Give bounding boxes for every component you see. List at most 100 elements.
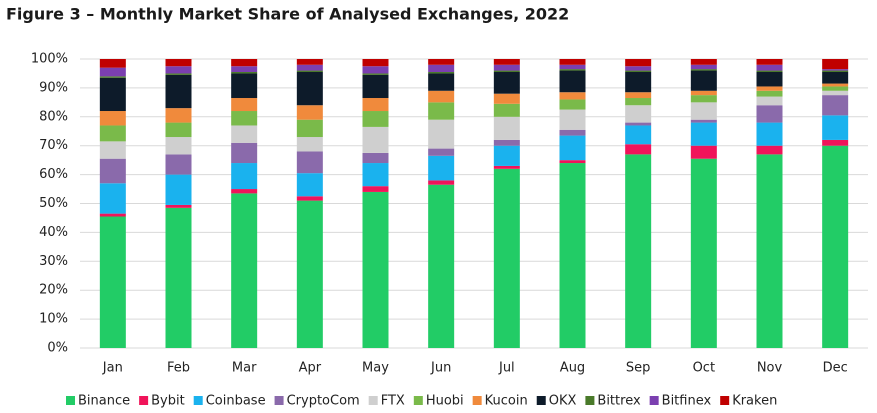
bar-segment: [493, 116, 520, 140]
bar-segment: [99, 183, 126, 214]
bar-segment: [231, 98, 258, 112]
bar-segment: [231, 66, 258, 73]
legend-swatch: [368, 396, 378, 405]
bar-segment: [231, 193, 258, 348]
legend-label: FTX: [381, 394, 405, 409]
bar-segment: [559, 129, 586, 136]
bar-segment: [493, 139, 520, 146]
bar-segment: [822, 86, 849, 91]
x-tick-label: Nov: [757, 361, 783, 376]
bar-segment: [296, 200, 323, 348]
bar-segment: [231, 163, 258, 190]
legend-swatch: [536, 396, 546, 405]
bar-segment: [99, 111, 126, 126]
bar-segment: [756, 64, 783, 71]
bar-segment: [690, 70, 717, 91]
x-tick-label: Aug: [560, 361, 585, 376]
bar-segment: [756, 145, 783, 155]
bar-segment: [231, 111, 258, 126]
bar-segment: [362, 74, 389, 99]
x-tick-label: Jan: [102, 361, 123, 376]
bar-segment: [690, 122, 717, 146]
legend-label: Huobi: [426, 394, 464, 409]
bar-segment: [165, 207, 192, 348]
x-tick-label: Apr: [299, 361, 322, 376]
bar-segment: [756, 90, 783, 97]
bar-segment: [559, 160, 586, 164]
y-tick-label: 100%: [31, 52, 68, 67]
bar-segment: [428, 73, 455, 91]
bar-segment: [231, 189, 258, 194]
bar-segment: [625, 59, 652, 67]
bar-segment: [165, 108, 192, 123]
bar-segment: [756, 105, 783, 123]
bar-segment: [493, 59, 520, 65]
bar-segment: [493, 93, 520, 104]
bar-segment: [559, 135, 586, 161]
bar-segment: [756, 70, 783, 73]
bar-segment: [428, 119, 455, 149]
bar-segment: [362, 191, 389, 348]
bar-segment: [99, 67, 126, 77]
bar-segment: [296, 119, 323, 138]
bar-segment: [625, 154, 652, 348]
bar-segment: [493, 103, 520, 117]
bar-segment: [99, 59, 126, 68]
bar-segment: [822, 145, 849, 348]
x-tick-label: May: [362, 361, 389, 376]
bar-segment: [690, 64, 717, 70]
bar-segment: [99, 76, 126, 78]
bar-segment: [231, 125, 258, 143]
bar-segment: [822, 69, 849, 71]
bar-segment: [559, 59, 586, 65]
y-tick-label: 40%: [39, 225, 68, 240]
bar-segment: [756, 154, 783, 348]
bar-segment: [493, 70, 520, 73]
y-tick-label: 80%: [39, 109, 68, 124]
legend-swatch: [139, 396, 149, 405]
bar-segment: [625, 105, 652, 123]
bar-segment: [99, 77, 126, 112]
bar-segment: [99, 125, 126, 142]
bar-segment: [428, 148, 455, 156]
bar-segment: [493, 72, 520, 94]
bar-segment: [625, 70, 652, 73]
y-tick-label: 20%: [39, 283, 68, 298]
bar-segment: [362, 59, 389, 67]
bar-segment: [690, 119, 717, 123]
bar-segment: [165, 59, 192, 67]
legend-label: Coinbase: [206, 394, 266, 409]
bar-segment: [690, 69, 717, 71]
bar-segment: [165, 204, 192, 208]
bar-segment: [559, 92, 586, 100]
legend-label: OKX: [549, 394, 577, 409]
chart-title: Figure 3 – Monthly Market Share of Analy…: [6, 5, 569, 24]
bar-segment: [231, 72, 258, 74]
bar-segment: [822, 95, 849, 116]
y-tick-label: 30%: [39, 254, 68, 269]
bar-segment: [756, 122, 783, 146]
bar-segment: [559, 69, 586, 71]
bar-segment: [165, 73, 192, 75]
bar-segment: [296, 70, 323, 73]
legend-swatch: [413, 396, 423, 405]
y-tick-label: 70%: [39, 138, 68, 153]
bar-segment: [756, 72, 783, 87]
x-tick-label: Oct: [693, 361, 715, 376]
bar-segment: [428, 72, 455, 74]
x-tick-label: Jun: [430, 361, 451, 376]
bar-segment: [99, 216, 126, 348]
bar-segment: [822, 72, 849, 84]
bar-segment: [756, 86, 783, 91]
bar-segment: [690, 95, 717, 103]
bar-segment: [428, 59, 455, 65]
legend-swatch: [472, 396, 482, 405]
legend-label: Bybit: [151, 394, 185, 409]
bar-segment: [231, 142, 258, 164]
legend-label: Kraken: [732, 394, 777, 409]
bar-segment: [625, 144, 652, 155]
bar-segment: [362, 186, 389, 192]
bar-segment: [296, 64, 323, 71]
bar-segment: [296, 196, 323, 201]
legend-label: Binance: [78, 394, 130, 409]
